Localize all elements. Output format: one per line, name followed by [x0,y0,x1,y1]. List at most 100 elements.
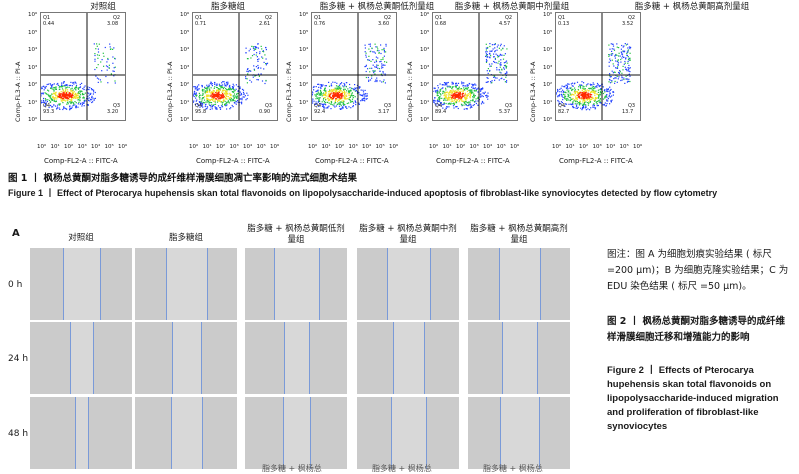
flow-event-dot [64,107,65,108]
flow-event-dot [334,95,335,96]
flow-event-dot [596,102,597,103]
flow-event-dot [221,96,222,97]
flow-event-dot [93,93,94,94]
x-axis-label: Comp-FL2-A :: FITC-A [315,157,389,165]
flow-event-dot [69,106,70,107]
flow-event-dot [621,53,622,54]
flow-event-dot [76,85,77,86]
flow-event-dot [618,76,619,77]
flow-event-dot [475,95,476,96]
flow-event-dot [562,86,563,87]
flow-event-dot [593,88,594,89]
x-tick-label: 10³ [349,144,358,150]
flow-event-dot [598,97,599,98]
flow-event-dot [114,80,115,81]
flow-event-dot [69,92,70,93]
flow-event-dot [69,85,70,86]
y-tick-label: 10⁰ [420,118,429,124]
flow-event-dot [577,99,578,100]
flow-event-dot [210,83,211,84]
flow-event-dot [70,90,71,91]
flow-event-dot [107,70,108,71]
flow-event-dot [620,59,621,60]
flow-event-dot [204,102,205,103]
flow-event-dot [448,94,449,95]
flow-event-dot [469,102,470,103]
flow-event-dot [90,99,91,100]
flow-event-dot [210,109,211,110]
flow-event-dot [110,48,111,49]
flow-event-dot [475,87,476,88]
flow-event-dot [612,53,613,54]
flow-event-dot [486,59,487,60]
flow-event-dot [379,61,380,62]
flow-event-dot [255,46,256,47]
flow-event-dot [371,78,372,79]
scratch-column-title: 对照组 [30,233,132,244]
flow-event-dot [82,102,83,103]
x-tick-label: 10⁴ [243,144,252,150]
flow-event-dot [580,88,581,89]
flow-event-dot [339,99,340,100]
flow-event-dot [84,87,85,88]
flow-event-dot [590,92,591,93]
flow-event-dot [330,108,331,109]
flow-event-dot [370,61,371,62]
flow-event-dot [593,86,594,87]
flow-event-dot [332,91,333,92]
flow-event-dot [592,105,593,106]
flow-event-dot [223,88,224,89]
flow-event-dot [226,85,227,86]
flow-event-dot [219,84,220,85]
flow-event-dot [240,98,241,99]
flow-event-dot [496,78,497,79]
flow-event-dot [62,96,63,97]
flow-event-dot [351,95,352,96]
flow-event-dot [503,59,504,60]
flow-event-dot [557,100,558,101]
flow-event-dot [501,44,502,45]
flow-event-dot [598,105,599,106]
flow-event-dot [459,100,460,101]
flow-event-dot [619,70,620,71]
flow-event-dot [562,96,563,97]
flow-event-dot [446,96,447,97]
flow-event-dot [320,97,321,98]
flow-event-dot [507,63,508,64]
flow-event-dot [258,43,259,44]
flow-event-dot [197,86,198,87]
flow-event-dot [61,100,62,101]
flow-event-dot [352,92,353,93]
flow-event-dot [611,53,612,54]
flow-event-dot [225,101,226,102]
flow-event-dot [205,102,206,103]
flow-event-dot [316,93,317,94]
y-tick-label: 10² [180,83,189,89]
flow-event-dot [333,90,334,91]
flow-event-dot [473,105,474,106]
flow-event-dot [504,45,505,46]
flow-event-dot [346,108,347,109]
flow-event-dot [578,89,579,90]
flow-event-dot [254,70,255,71]
flow-event-dot [567,90,568,91]
flow-event-dot [611,101,612,102]
flow-event-dot [232,105,233,106]
flow-event-dot [320,87,321,88]
flow-event-dot [112,70,113,71]
flow-event-dot [82,104,83,105]
flow-event-dot [378,50,379,51]
flow-event-dot [506,67,507,68]
flow-event-dot [470,100,471,101]
flow-event-dot [446,103,447,104]
scratch-micrograph [135,397,237,469]
y-axis-label: Comp-FL3-A :: PI-A [285,62,293,122]
flow-event-dot [488,73,489,74]
flow-event-dot [229,85,230,86]
flow-event-dot [230,97,231,98]
flow-event-dot [336,89,337,90]
flow-event-dot [206,92,207,93]
scratch-micrograph [135,248,237,320]
flow-event-dot [445,83,446,84]
